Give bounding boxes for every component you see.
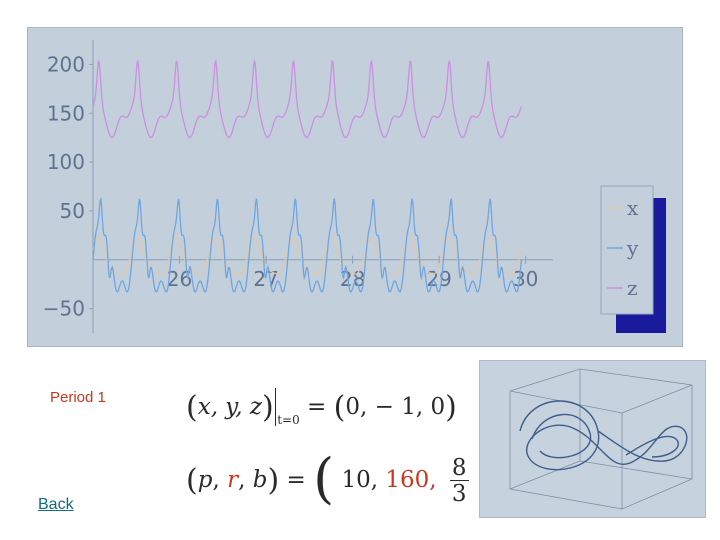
param-r: r bbox=[227, 467, 239, 493]
attractor-trajectory bbox=[519, 400, 688, 471]
param-p: p bbox=[197, 467, 213, 493]
legend-label-x: x bbox=[627, 196, 639, 220]
param-b: b bbox=[252, 467, 268, 493]
legend-label-y: y bbox=[626, 236, 639, 260]
initial-conditions-equation: (x, y, z) t=0 = (0, − 1, 0) bbox=[186, 388, 457, 427]
back-link[interactable]: Back bbox=[38, 496, 74, 513]
y-tick-label: 100 bbox=[47, 150, 85, 174]
legend-label-z: z bbox=[627, 276, 638, 300]
initial-subscript: t=0 bbox=[277, 413, 300, 427]
frac-numerator: 8 bbox=[449, 454, 469, 481]
initial-values: 0, − 1, 0 bbox=[345, 394, 446, 420]
x-tick-label: 26 bbox=[167, 267, 192, 291]
y-tick-label: 50 bbox=[60, 199, 85, 223]
frac-denominator: 3 bbox=[451, 480, 467, 507]
y-tick-label: 150 bbox=[47, 101, 85, 125]
parameters-equation: (p, r, b) = ( 10, 160, 8 3 ) bbox=[186, 447, 503, 510]
attractor-3d-plot bbox=[479, 360, 706, 518]
series-line-y bbox=[92, 196, 523, 293]
time-series-chart: 200 150 100 50 −50 26 27 28 29 30 x y z bbox=[27, 27, 683, 347]
attractor-box bbox=[509, 368, 693, 510]
y-tick-label: −50 bbox=[43, 297, 85, 321]
initial-vars: x, y, z bbox=[197, 394, 262, 420]
legend-box bbox=[600, 185, 654, 315]
param-value-p: 10, bbox=[341, 467, 379, 493]
param-value-b-fraction: 8 3 bbox=[449, 454, 469, 507]
period-label: Period 1 bbox=[50, 389, 106, 406]
attractor-svg bbox=[509, 368, 693, 510]
series-line-z bbox=[92, 58, 523, 139]
x-tick-label: 30 bbox=[513, 267, 538, 291]
x-tick-label: 29 bbox=[426, 267, 451, 291]
y-tick-label: 200 bbox=[47, 52, 85, 76]
param-value-r: 160, bbox=[385, 467, 437, 493]
